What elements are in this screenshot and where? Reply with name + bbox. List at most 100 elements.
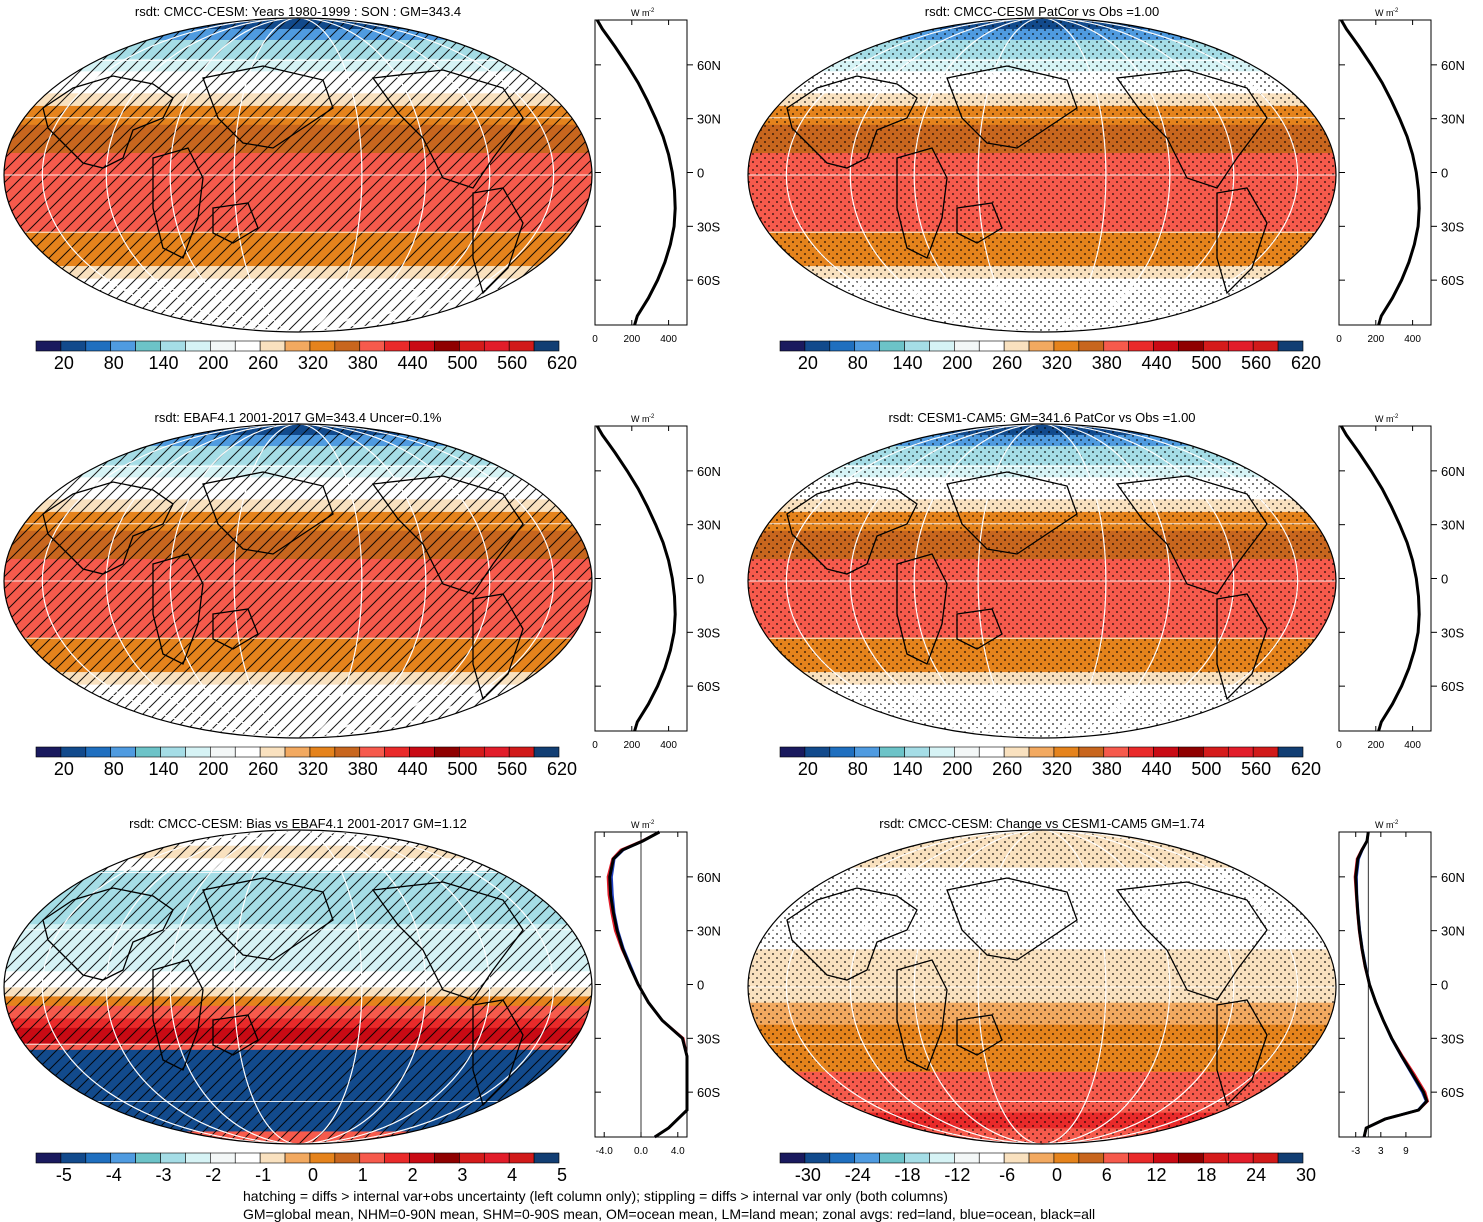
colorbar-box xyxy=(804,746,831,758)
colorbar-box xyxy=(1028,340,1055,352)
zonal-line-all xyxy=(1339,425,1421,732)
colorbar-label: 5 xyxy=(557,1165,567,1185)
longitude-line xyxy=(785,424,1299,738)
colorbar-label: 80 xyxy=(848,353,868,373)
colorbar-label: 140 xyxy=(893,353,923,373)
colorbar-box xyxy=(384,1152,410,1164)
colorbar-label: 440 xyxy=(1142,353,1172,373)
panel-title: rsdt: CMCC-CESM: Years 1980-1999 : SON :… xyxy=(134,4,462,19)
colorbar-box xyxy=(135,746,161,758)
map-field xyxy=(4,424,592,738)
lat-tick-label: 0 xyxy=(1441,572,1448,587)
map-border xyxy=(747,829,1337,1145)
continent-outline xyxy=(786,481,918,575)
colorbar-label: 500 xyxy=(1191,759,1221,779)
lat-tick-label: 30S xyxy=(1441,625,1464,640)
colorbar-box xyxy=(1227,746,1254,758)
colorbar-box xyxy=(904,1152,930,1164)
colorbar-label: 1 xyxy=(358,1165,368,1185)
zonal-line-all xyxy=(608,830,689,1139)
longitude-line xyxy=(233,830,363,1144)
colorbar-box xyxy=(1103,340,1129,352)
colorbar-box xyxy=(1178,340,1204,352)
colorbar-box xyxy=(110,746,136,758)
colorbar-box xyxy=(160,1152,186,1164)
longitude-line xyxy=(977,18,1107,332)
colorbar-box xyxy=(234,746,261,758)
continent-outline xyxy=(202,65,334,149)
colorbar-box xyxy=(1227,1152,1254,1164)
continent-outline xyxy=(1216,593,1268,701)
continent-outline xyxy=(1216,187,1268,295)
colorbar-box xyxy=(210,1152,236,1164)
longitude-line xyxy=(785,830,1299,1144)
longitude-line xyxy=(105,424,491,738)
colorbar-box xyxy=(1128,746,1154,758)
map-border xyxy=(3,423,593,739)
colorbar-box xyxy=(459,746,485,758)
zonal-units-exponent: -2 xyxy=(649,820,655,826)
zonal-units-exponent: -2 xyxy=(1393,8,1399,14)
colorbar-box xyxy=(185,746,211,758)
zonal-x-label: 0 xyxy=(592,334,598,345)
colorbar-box xyxy=(434,1152,460,1164)
panel-title: rsdt: CMCC-CESM PatCor vs Obs =1.00 xyxy=(924,4,1160,19)
lat-tick-label: 0 xyxy=(697,166,704,181)
lat-tick-label: 60S xyxy=(1441,679,1464,694)
continent-outline xyxy=(472,187,524,295)
zonal-line-land xyxy=(1353,831,1430,1138)
colorbar-label: 3 xyxy=(457,1165,467,1185)
panel-title: rsdt: CMCC-CESM: Change vs CESM1-CAM5 GM… xyxy=(879,816,1205,831)
colorbar-label: 380 xyxy=(1092,353,1122,373)
lat-tick-label: 0 xyxy=(1441,978,1448,993)
colorbar-label: 140 xyxy=(149,353,179,373)
lat-tick-label: 0 xyxy=(697,978,704,993)
zonal-line-ocean xyxy=(1355,831,1428,1138)
colorbar-box xyxy=(1053,746,1080,758)
colorbar-label: 560 xyxy=(1241,759,1271,779)
longitude-line xyxy=(849,424,1235,738)
zonal-units-exponent: -2 xyxy=(649,414,655,420)
colorbar-label: 260 xyxy=(248,759,278,779)
colorbar-box xyxy=(1003,746,1030,758)
colorbar-label: 380 xyxy=(1092,759,1122,779)
colorbar-label: 620 xyxy=(1291,759,1321,779)
colorbar-box xyxy=(409,340,435,352)
panel-graphics: 20 80 140 200 260 320 380 440 500 560 620 W m -2 60N 3… xyxy=(3,8,721,373)
colorbar-box xyxy=(1252,1152,1279,1164)
longitude-line xyxy=(169,424,427,738)
colorbar-box xyxy=(284,746,311,758)
colorbar-box xyxy=(1203,1152,1229,1164)
map-panel-2: rsdt: CMCC-CESM PatCor vs Obs =1.00 20 80 1… xyxy=(747,4,1483,404)
zonal-x-label: 400 xyxy=(1404,740,1421,751)
continent-outline xyxy=(956,608,1003,650)
panel-graphics: 20 80 140 200 260 320 380 440 500 560 620 W m -2 60N 3… xyxy=(747,414,1465,779)
map-panel-6: rsdt: CMCC-CESM: Change vs CESM1-CAM5 GM… xyxy=(747,816,1483,1216)
colorbar-box xyxy=(459,340,485,352)
longitude-line xyxy=(913,424,1171,738)
map-field xyxy=(4,18,592,332)
colorbar-box xyxy=(533,746,560,758)
lat-tick-label: 60N xyxy=(697,464,721,479)
colorbar-box xyxy=(185,1152,211,1164)
zonal-units: W m xyxy=(631,8,650,18)
colorbar-label: 320 xyxy=(298,759,328,779)
colorbar-label: 200 xyxy=(942,759,972,779)
longitude-line xyxy=(913,18,1171,332)
zonal-x-label: 9 xyxy=(1403,1146,1409,1157)
colorbar-box xyxy=(1028,1152,1055,1164)
colorbar-label: 140 xyxy=(149,759,179,779)
zonal-line-all xyxy=(1354,831,1429,1138)
continent-outline xyxy=(212,202,259,244)
lat-tick-label: 60N xyxy=(1441,464,1465,479)
zonal-line-all xyxy=(595,425,677,732)
colorbar-box xyxy=(234,1152,261,1164)
colorbar-label: 500 xyxy=(1191,353,1221,373)
lat-tick-label: 60N xyxy=(1441,58,1465,73)
colorbar-box xyxy=(35,746,62,758)
longitude-line xyxy=(849,830,1235,1144)
colorbar-box xyxy=(483,340,510,352)
colorbar-box xyxy=(1227,340,1254,352)
continent-outline xyxy=(1115,69,1268,189)
